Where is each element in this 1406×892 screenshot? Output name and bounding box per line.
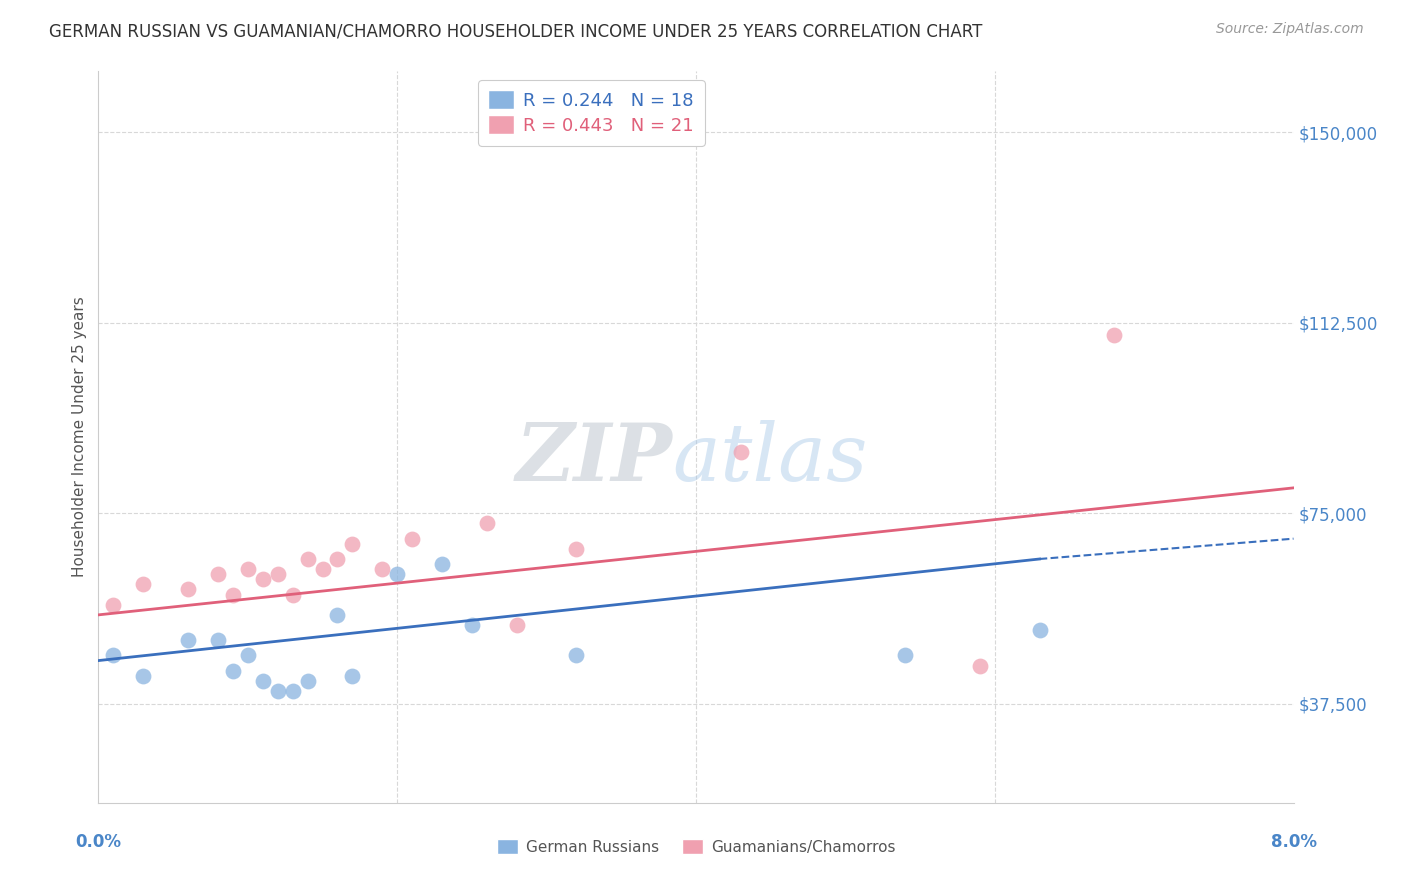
- Y-axis label: Householder Income Under 25 years: Householder Income Under 25 years: [72, 297, 87, 577]
- Point: [103, 598, 125, 612]
- Point: [281, 588, 304, 602]
- Point: [371, 562, 394, 576]
- Point: [342, 537, 364, 551]
- Point: [969, 658, 991, 673]
- Point: [730, 445, 752, 459]
- Point: [236, 648, 259, 663]
- Point: [1028, 623, 1050, 637]
- Point: [326, 607, 349, 622]
- Point: [326, 552, 349, 566]
- Point: [461, 618, 484, 632]
- Point: [311, 562, 333, 576]
- Point: [252, 572, 274, 586]
- Text: ZIP: ZIP: [515, 420, 672, 498]
- Point: [281, 684, 304, 698]
- Point: [132, 577, 155, 591]
- Point: [506, 618, 529, 632]
- Point: [222, 588, 245, 602]
- Point: [1104, 328, 1126, 343]
- Text: atlas: atlas: [672, 420, 868, 498]
- Point: [103, 648, 125, 663]
- Point: [222, 664, 245, 678]
- Point: [297, 673, 319, 688]
- Point: [894, 648, 917, 663]
- Text: 0.0%: 0.0%: [76, 833, 121, 851]
- Point: [267, 684, 290, 698]
- Point: [132, 669, 155, 683]
- Point: [177, 633, 200, 648]
- Point: [342, 669, 364, 683]
- Text: 8.0%: 8.0%: [1271, 833, 1316, 851]
- Point: [267, 567, 290, 582]
- Point: [252, 673, 274, 688]
- Point: [565, 541, 588, 556]
- Point: [475, 516, 498, 531]
- Point: [430, 557, 453, 571]
- Text: GERMAN RUSSIAN VS GUAMANIAN/CHAMORRO HOUSEHOLDER INCOME UNDER 25 YEARS CORRELATI: GERMAN RUSSIAN VS GUAMANIAN/CHAMORRO HOU…: [49, 22, 983, 40]
- Point: [565, 648, 588, 663]
- Legend: German Russians, Guamanians/Chamorros: German Russians, Guamanians/Chamorros: [491, 833, 901, 861]
- Point: [401, 532, 423, 546]
- Point: [177, 582, 200, 597]
- Point: [385, 567, 409, 582]
- Point: [207, 567, 229, 582]
- Text: Source: ZipAtlas.com: Source: ZipAtlas.com: [1216, 22, 1364, 37]
- Point: [297, 552, 319, 566]
- Point: [207, 633, 229, 648]
- Point: [236, 562, 259, 576]
